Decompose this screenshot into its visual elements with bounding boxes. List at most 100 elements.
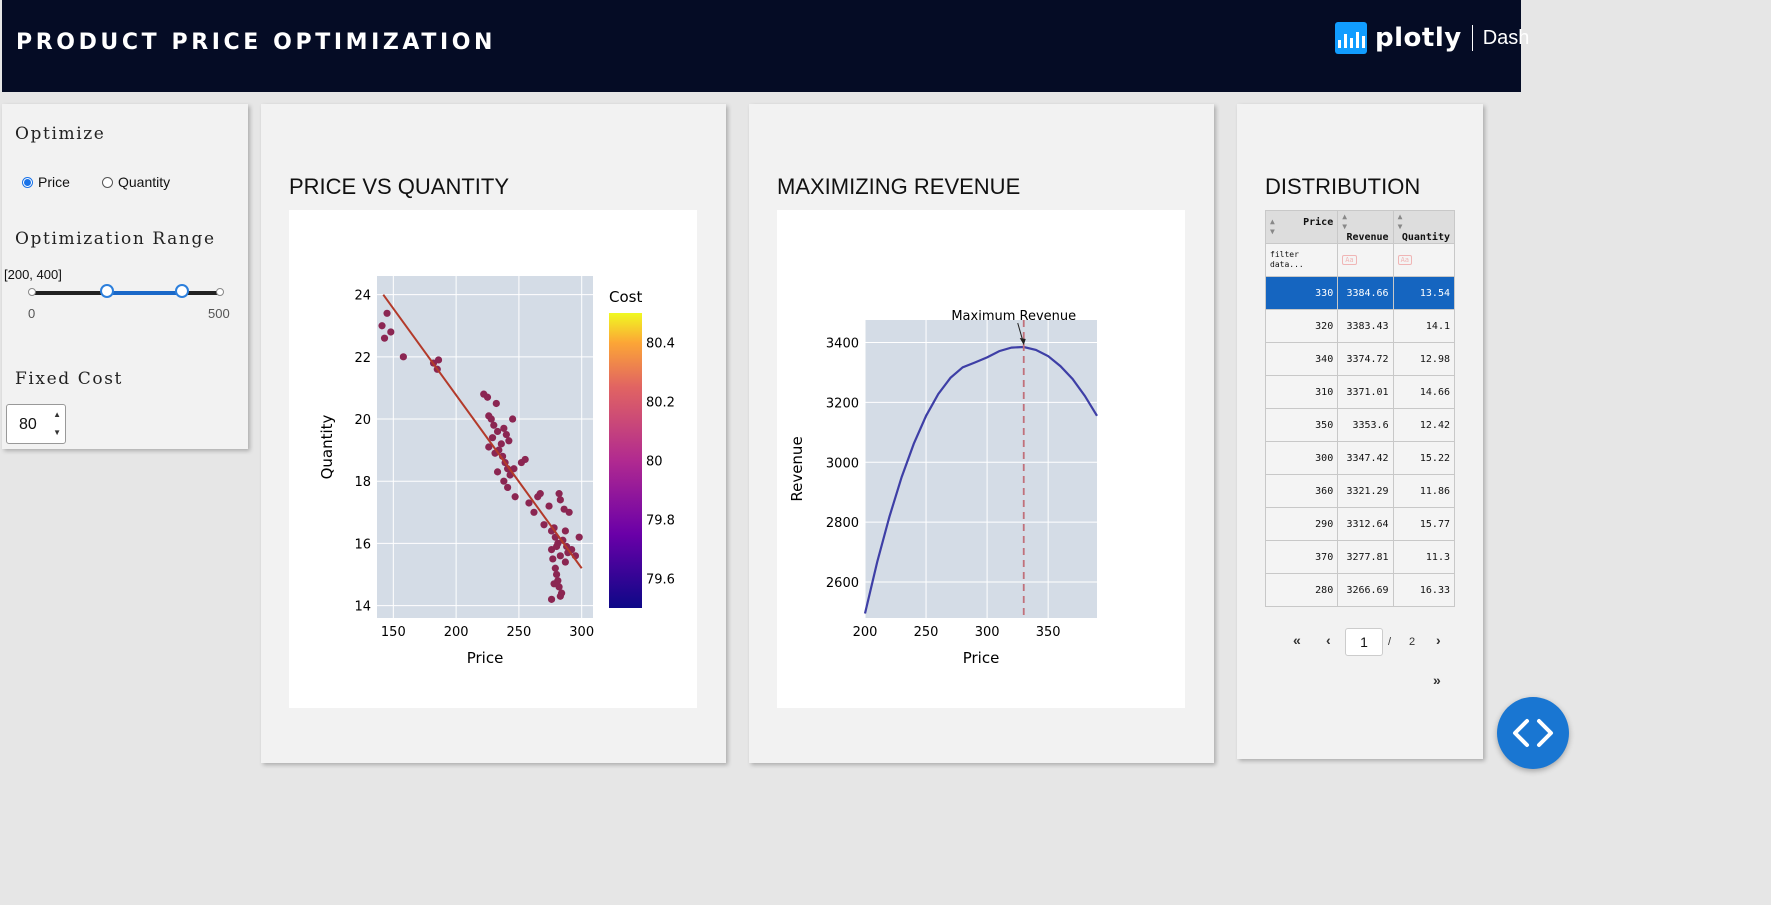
table-cell[interactable]: 280 bbox=[1264, 573, 1339, 607]
scatter-point bbox=[558, 589, 566, 597]
table-cell[interactable]: 350 bbox=[1264, 408, 1339, 442]
x-tick-label: 300 bbox=[975, 625, 1000, 640]
range-slider-fill bbox=[107, 291, 183, 295]
scatter-point bbox=[485, 443, 493, 451]
maximizing-revenue-panel: MAXIMIZING REVENUE Maximum Revenue 200 25… bbox=[749, 104, 1214, 763]
table-cell[interactable]: 340 bbox=[1264, 342, 1339, 376]
sort-icon[interactable]: ▲ ▼ bbox=[1397, 211, 1403, 231]
filter-cell-price[interactable]: filter data... bbox=[1264, 243, 1339, 277]
table-cell[interactable]: 290 bbox=[1264, 507, 1339, 541]
table-cell[interactable]: 16.33 bbox=[1392, 573, 1456, 607]
column-header-quantity[interactable]: ▲ ▼ Quantity bbox=[1392, 210, 1456, 244]
table-row[interactable]: 340 3374.72 12.98 bbox=[1264, 342, 1456, 376]
table-row[interactable]: 370 3277.81 11.3 bbox=[1264, 540, 1456, 574]
table-cell[interactable]: 3371.01 bbox=[1337, 375, 1394, 409]
table-cell[interactable]: 370 bbox=[1264, 540, 1339, 574]
column-header-revenue[interactable]: ▲ ▼ Revenue bbox=[1337, 210, 1394, 244]
table-cell[interactable]: 12.98 bbox=[1392, 342, 1456, 376]
range-max-label: 500 bbox=[208, 306, 230, 321]
code-toggle-button[interactable] bbox=[1497, 697, 1569, 769]
distribution-table[interactable]: ▲ ▼ Price ▲ ▼ Revenue ▲ ▼ Quantity filter data… bbox=[1264, 210, 1456, 607]
case-toggle[interactable]: Aa bbox=[1397, 255, 1413, 265]
table-row[interactable]: 290 3312.64 15.77 bbox=[1264, 507, 1456, 541]
page-input[interactable]: 1 bbox=[1345, 628, 1383, 656]
scatter-point bbox=[556, 496, 564, 504]
table-cell[interactable]: 3312.64 bbox=[1337, 507, 1394, 541]
fixed-cost-value[interactable]: 80 bbox=[19, 416, 37, 433]
scatter-point bbox=[380, 334, 389, 342]
table-row[interactable]: 320 3383.43 14.1 bbox=[1264, 309, 1456, 343]
table-row[interactable]: 330 3384.66 13.54 bbox=[1264, 276, 1456, 310]
radio-quantity-label: Quantity bbox=[118, 174, 171, 190]
prev-page-button[interactable]: ‹ bbox=[1326, 632, 1331, 648]
fit-line bbox=[382, 294, 583, 569]
table-row[interactable]: 350 3353.6 12.42 bbox=[1264, 408, 1456, 442]
next-page-button[interactable]: › bbox=[1436, 632, 1441, 648]
filter-cell-revenue[interactable]: Aa bbox=[1337, 243, 1394, 277]
fixed-cost-input[interactable]: 80 ▲ ▼ bbox=[6, 404, 66, 444]
x-tick-label: 350 bbox=[1036, 625, 1061, 640]
table-cell[interactable]: 3384.66 bbox=[1337, 276, 1394, 310]
table-cell[interactable]: 11.3 bbox=[1392, 540, 1456, 574]
table-cell[interactable]: 3347.42 bbox=[1337, 441, 1394, 475]
table-cell[interactable]: 13.54 bbox=[1392, 276, 1456, 310]
scatter-point bbox=[399, 353, 407, 361]
first-page-button[interactable]: « bbox=[1293, 632, 1301, 648]
table-cell[interactable]: 310 bbox=[1264, 375, 1339, 409]
scatter-point bbox=[502, 430, 510, 439]
price-vs-quantity-plot[interactable]: 150 200 250 300 14 16 18 20 22 24 Price Quantity… bbox=[289, 210, 697, 708]
table-row[interactable]: 280 3266.69 16.33 bbox=[1264, 573, 1456, 607]
scatter-point bbox=[511, 493, 519, 501]
scatter-point bbox=[509, 415, 517, 423]
table-cell[interactable]: 14.66 bbox=[1392, 375, 1456, 409]
case-toggle[interactable]: Aa bbox=[1342, 255, 1357, 265]
table-cell[interactable]: 3266.69 bbox=[1337, 573, 1394, 607]
table-cell[interactable]: 360 bbox=[1264, 474, 1339, 508]
y-tick-label: 3200 bbox=[826, 396, 859, 411]
decrement-icon[interactable]: ▼ bbox=[53, 428, 61, 437]
table-cell[interactable]: 300 bbox=[1264, 441, 1339, 475]
revenue-chart[interactable]: Maximum Revenue 200 250 300 350 2600 2800 300… bbox=[777, 210, 1185, 708]
radio-quantity-indicator[interactable] bbox=[102, 176, 113, 188]
table-cell[interactable]: 14.1 bbox=[1392, 309, 1456, 343]
sort-icon[interactable]: ▲ ▼ bbox=[1342, 211, 1348, 231]
plotly-dash-logo[interactable]: plotly Dash bbox=[1335, 20, 1529, 56]
table-cell[interactable]: 3353.6 bbox=[1337, 408, 1394, 442]
radio-price-indicator[interactable] bbox=[22, 176, 33, 188]
filter-cell-quantity[interactable]: Aa bbox=[1392, 243, 1456, 277]
last-page-button[interactable]: » bbox=[1433, 672, 1441, 688]
sort-icon[interactable]: ▲ ▼ bbox=[1270, 217, 1275, 236]
range-slider-high-handle[interactable] bbox=[175, 284, 190, 298]
revenue-y-axis-title: Revenue bbox=[788, 436, 806, 501]
table-cell[interactable]: 15.77 bbox=[1392, 507, 1456, 541]
table-cell[interactable]: 3374.72 bbox=[1337, 342, 1394, 376]
scatter-point bbox=[493, 427, 502, 436]
range-slider[interactable] bbox=[28, 284, 224, 298]
table-row[interactable]: 300 3347.42 15.22 bbox=[1264, 441, 1456, 475]
table-cell[interactable]: 3321.29 bbox=[1337, 474, 1394, 508]
increment-icon[interactable]: ▲ bbox=[53, 410, 61, 419]
x-tick-label: 300 bbox=[569, 625, 594, 640]
scatter-point bbox=[493, 468, 502, 476]
scatter-point bbox=[488, 434, 497, 442]
table-cell[interactable]: 3277.81 bbox=[1337, 540, 1394, 574]
column-header-price[interactable]: ▲ ▼ Price bbox=[1264, 210, 1339, 244]
radio-quantity[interactable]: Quantity bbox=[102, 174, 170, 190]
table-row[interactable]: 310 3371.01 14.66 bbox=[1264, 375, 1456, 409]
scatter-point bbox=[500, 424, 508, 432]
pagination: « ‹ 1 / 2 › » bbox=[1237, 628, 1483, 688]
colorbar-tick-label: 79.8 bbox=[646, 514, 675, 529]
scatter-chart[interactable]: 150 200 250 300 14 16 18 20 22 24 Price Quantity… bbox=[289, 210, 697, 708]
code-icon bbox=[1513, 719, 1553, 747]
table-cell[interactable]: 330 bbox=[1264, 276, 1339, 310]
table-cell[interactable]: 11.86 bbox=[1392, 474, 1456, 508]
revenue-plot[interactable]: Maximum Revenue 200 250 300 350 2600 2800 300… bbox=[777, 210, 1185, 708]
brand-name: plotly bbox=[1375, 23, 1462, 53]
radio-price[interactable]: Price bbox=[22, 174, 70, 190]
range-slider-low-handle[interactable] bbox=[100, 284, 115, 298]
table-cell[interactable]: 3383.43 bbox=[1337, 309, 1394, 343]
table-cell[interactable]: 12.42 bbox=[1392, 408, 1456, 442]
table-cell[interactable]: 15.22 bbox=[1392, 441, 1456, 475]
table-cell[interactable]: 320 bbox=[1264, 309, 1339, 343]
table-row[interactable]: 360 3321.29 11.86 bbox=[1264, 474, 1456, 508]
